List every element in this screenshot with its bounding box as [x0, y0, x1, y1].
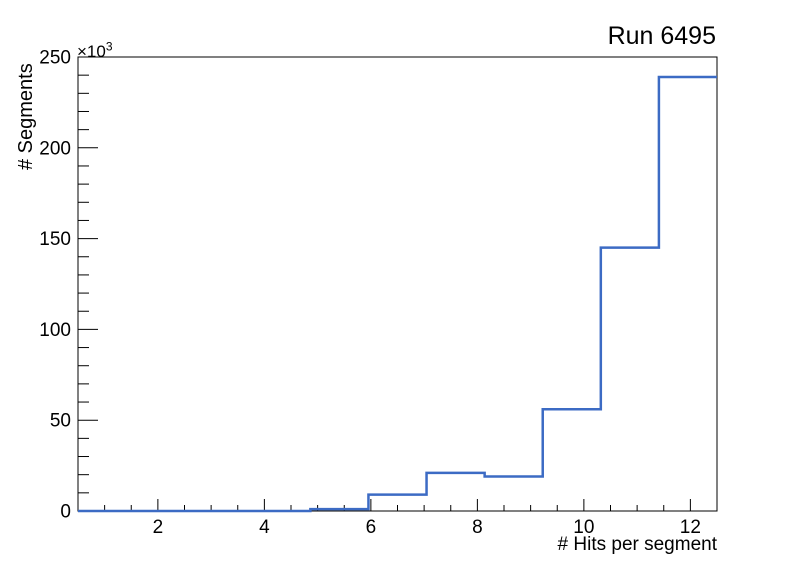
y-tick-label: 0 — [60, 502, 71, 523]
x-tick-label: 4 — [259, 517, 270, 538]
histogram-line — [78, 75, 717, 513]
y-tick-label: 250 — [39, 48, 71, 69]
x-tick-label: 12 — [680, 517, 701, 538]
y-tick-label: 150 — [39, 229, 71, 250]
x-tick-label: 8 — [472, 517, 483, 538]
y-axis-title: # Segments — [15, 63, 37, 170]
chart-title: Run 6495 — [607, 22, 716, 50]
y-tick-label: 100 — [39, 320, 71, 341]
x-tick-label: 6 — [366, 517, 377, 538]
y-tick-label: 200 — [39, 138, 71, 159]
y-axis-exponent-base: ×10 — [77, 42, 106, 61]
x-axis-title: # Hits per segment — [557, 534, 717, 555]
x-tick-label: 2 — [153, 517, 164, 538]
plot-frame — [77, 56, 718, 512]
x-tick-label: 10 — [573, 517, 594, 538]
y-axis-exponent: ×103 — [77, 40, 113, 61]
y-axis-exponent-power: 3 — [105, 39, 113, 54]
y-tick-label: 50 — [50, 411, 71, 432]
